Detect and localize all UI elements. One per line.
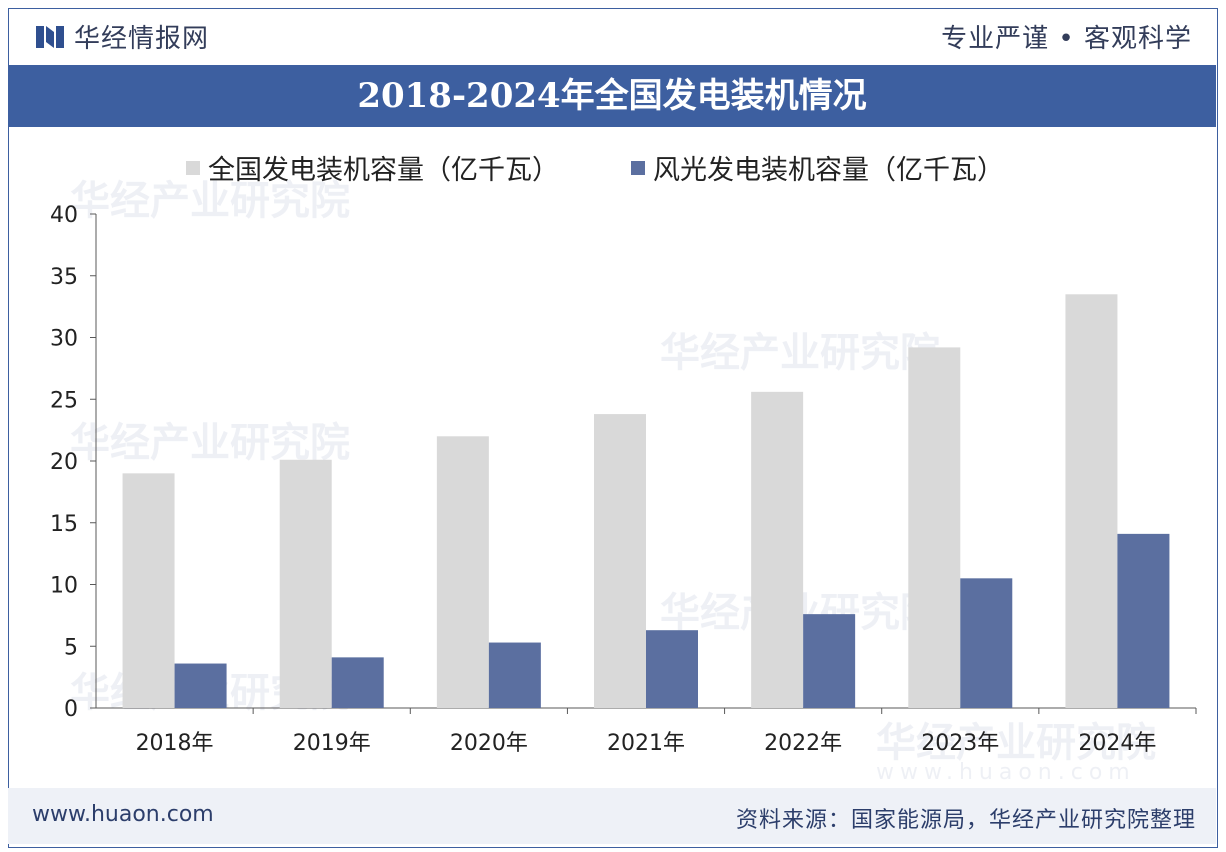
- legend-item-wind-solar: 风光发电装机容量（亿千瓦）: [631, 148, 1004, 187]
- bar-total-capacity: [594, 414, 646, 708]
- footer-source: 资料来源：国家能源局，华经产业研究院整理: [735, 808, 1196, 833]
- x-tick-label: 2018年: [136, 731, 214, 756]
- bar-wind-solar-capacity: [803, 614, 856, 708]
- bar-total-capacity: [279, 459, 332, 708]
- footer: www.huaon.com 资料来源：国家能源局，华经产业研究院整理: [8, 788, 1216, 844]
- x-tick-label: 2023年: [921, 731, 999, 756]
- bar-total-capacity: [436, 436, 489, 708]
- footer-url[interactable]: www.huaon.com: [32, 802, 214, 827]
- legend-swatch-wind-solar: [631, 160, 645, 175]
- legend-label-total: 全国发电装机容量（亿千瓦）: [208, 155, 559, 186]
- y-tick-label: 40: [50, 203, 78, 228]
- bar-wind-solar-capacity: [960, 578, 1013, 708]
- legend-label-wind-solar: 风光发电装机容量（亿千瓦）: [653, 155, 1004, 186]
- chart-title: 2018-2024年全国发电装机情况: [8, 65, 1216, 127]
- y-tick-label: 10: [50, 574, 78, 599]
- y-tick-label: 15: [50, 512, 78, 537]
- x-tick-label: 2024年: [1078, 731, 1156, 756]
- bar-chart: 0 5 10 15 20 25 30 35 40 2018年 2019年 2020年 2021年 2022…: [50, 203, 1197, 756]
- bar-wind-solar-capacity: [488, 642, 541, 708]
- legend: 全国发电装机容量（亿千瓦） 风光发电装机容量（亿千瓦）: [186, 148, 1076, 187]
- y-tick-label: 5: [64, 635, 78, 660]
- x-tick-label: 2019年: [293, 731, 371, 756]
- bar-total-capacity: [751, 391, 804, 708]
- bar-wind-solar-capacity: [1117, 533, 1170, 708]
- bar-total-capacity: [1065, 294, 1118, 708]
- bar-total-capacity: [122, 473, 175, 708]
- bar-wind-solar-capacity: [331, 657, 384, 708]
- bar-wind-solar-capacity: [646, 630, 698, 708]
- brand-logo-icon: [36, 25, 64, 48]
- y-tick-label: 25: [50, 388, 78, 413]
- x-tick-label: 2020年: [450, 731, 528, 756]
- x-tick-label: 2021年: [607, 731, 685, 756]
- bar-wind-solar-capacity: [174, 663, 227, 708]
- bar-total-capacity: [908, 347, 961, 708]
- x-tick-label: 2022年: [764, 731, 842, 756]
- legend-item-total: 全国发电装机容量（亿千瓦）: [186, 148, 559, 187]
- motto: 专业严谨 • 客观科学: [941, 24, 1192, 54]
- page-frame: [8, 8, 1218, 848]
- brand-name: 华经情报网: [74, 24, 210, 54]
- brand: 华经情报网: [36, 18, 209, 55]
- y-tick-label: 30: [50, 327, 78, 352]
- y-tick-label: 20: [50, 450, 78, 475]
- y-tick-label: 0: [64, 697, 78, 722]
- y-tick-label: 35: [50, 265, 78, 290]
- header: 华经情报网 专业严谨 • 客观科学: [0, 0, 1226, 64]
- legend-swatch-total: [186, 160, 200, 175]
